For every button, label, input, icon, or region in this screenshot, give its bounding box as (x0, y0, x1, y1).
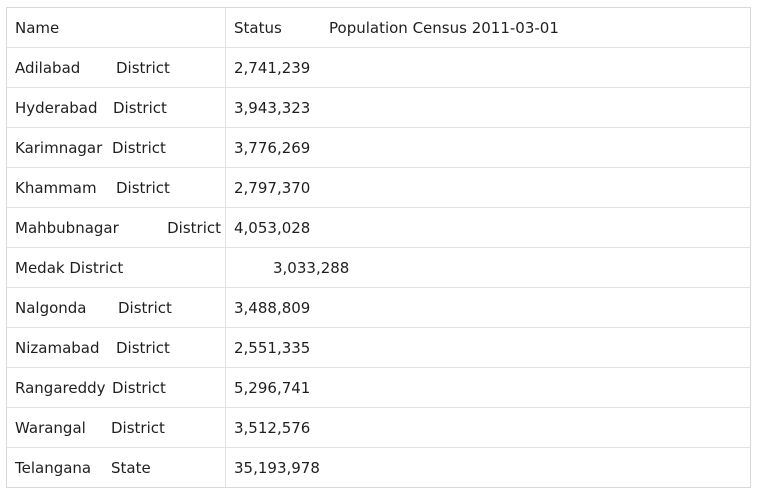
name-cell: Khammam District (7, 168, 226, 207)
population-cell: 5,296,741 (226, 368, 750, 407)
header-population: Population Census 2011-03-01 (329, 18, 559, 37)
row-status: State (111, 458, 151, 477)
row-name: Medak (15, 258, 65, 277)
row-population: 3,033,288 (273, 258, 350, 277)
population-cell: 2,741,239 (226, 48, 750, 87)
table-row: Nizamabad District 2,551,335 (7, 327, 750, 367)
row-status: District (167, 218, 221, 237)
row-name: Hyderabad (15, 98, 98, 117)
name-cell: Rangareddy District (7, 368, 226, 407)
table-row: Telangana State 35,193,978 (7, 447, 750, 487)
row-name: Khammam (15, 178, 97, 197)
row-name: Telangana (15, 458, 92, 477)
population-cell: 3,943,323 (226, 88, 750, 127)
name-cell: Nizamabad District (7, 328, 226, 367)
population-cell: 3,512,576 (226, 408, 750, 447)
name-cell: Medak District (7, 248, 226, 287)
population-cell: 3,488,809 (226, 288, 750, 327)
table-row: Nalgonda District 3,488,809 (7, 287, 750, 327)
row-population: 35,193,978 (234, 458, 320, 477)
population-cell: 35,193,978 (226, 448, 750, 487)
row-status: District (116, 178, 170, 197)
population-cell: 3,033,288 (226, 248, 750, 287)
name-cell: Telangana State (7, 448, 226, 487)
row-status: District (113, 98, 167, 117)
row-name: Warangal (15, 418, 86, 437)
row-population: 2,551,335 (234, 338, 311, 357)
header-status: Status (234, 18, 282, 37)
table-row: Hyderabad District 3,943,323 (7, 87, 750, 127)
row-name: Mahbubnagar (15, 218, 119, 237)
header-name-cell: Name (7, 8, 226, 47)
row-population: 3,512,576 (234, 418, 311, 437)
name-cell: Adilabad District (7, 48, 226, 87)
population-table: Name Status Population Census 2011-03-01… (6, 7, 751, 488)
table-row: Medak District 3,033,288 (7, 247, 750, 287)
row-population: 5,296,741 (234, 378, 311, 397)
row-status: District (118, 298, 172, 317)
row-name: Adilabad (15, 58, 81, 77)
population-cell: 2,551,335 (226, 328, 750, 367)
row-status: District (111, 418, 165, 437)
name-cell: Hyderabad District (7, 88, 226, 127)
population-cell: 3,776,269 (226, 128, 750, 167)
row-name-status: Medak District (15, 259, 123, 277)
name-cell: Nalgonda District (7, 288, 226, 327)
row-population: 2,741,239 (234, 58, 311, 77)
population-cell: 2,797,370 (226, 168, 750, 207)
row-population: 4,053,028 (234, 218, 311, 237)
table-row: Rangareddy District 5,296,741 (7, 367, 750, 407)
table-row: Karimnagar District 3,776,269 (7, 127, 750, 167)
population-cell: 4,053,028 (226, 208, 750, 247)
table-header-row: Name Status Population Census 2011-03-01 (7, 8, 750, 47)
row-population: 3,488,809 (234, 298, 311, 317)
name-cell: Mahbubnagar District (7, 208, 226, 247)
row-status: District (112, 138, 166, 157)
row-status: District (116, 338, 170, 357)
row-name: Rangareddy (15, 378, 106, 397)
table-row: Warangal District 3,512,576 (7, 407, 750, 447)
table-row: Khammam District 2,797,370 (7, 167, 750, 207)
row-population: 3,776,269 (234, 138, 311, 157)
header-name: Name (15, 18, 60, 37)
row-status: District (112, 378, 166, 397)
row-status: District (69, 258, 124, 277)
row-name: Nalgonda (15, 298, 87, 317)
name-cell: Warangal District (7, 408, 226, 447)
table-row: Mahbubnagar District 4,053,028 (7, 207, 750, 247)
name-cell: Karimnagar District (7, 128, 226, 167)
row-name: Karimnagar (15, 138, 103, 157)
row-population: 3,943,323 (234, 98, 311, 117)
header-status-cell: Status Population Census 2011-03-01 (226, 8, 750, 47)
table-row: Adilabad District 2,741,239 (7, 47, 750, 87)
row-name: Nizamabad (15, 338, 100, 357)
row-population: 2,797,370 (234, 178, 311, 197)
row-status: District (116, 58, 170, 77)
